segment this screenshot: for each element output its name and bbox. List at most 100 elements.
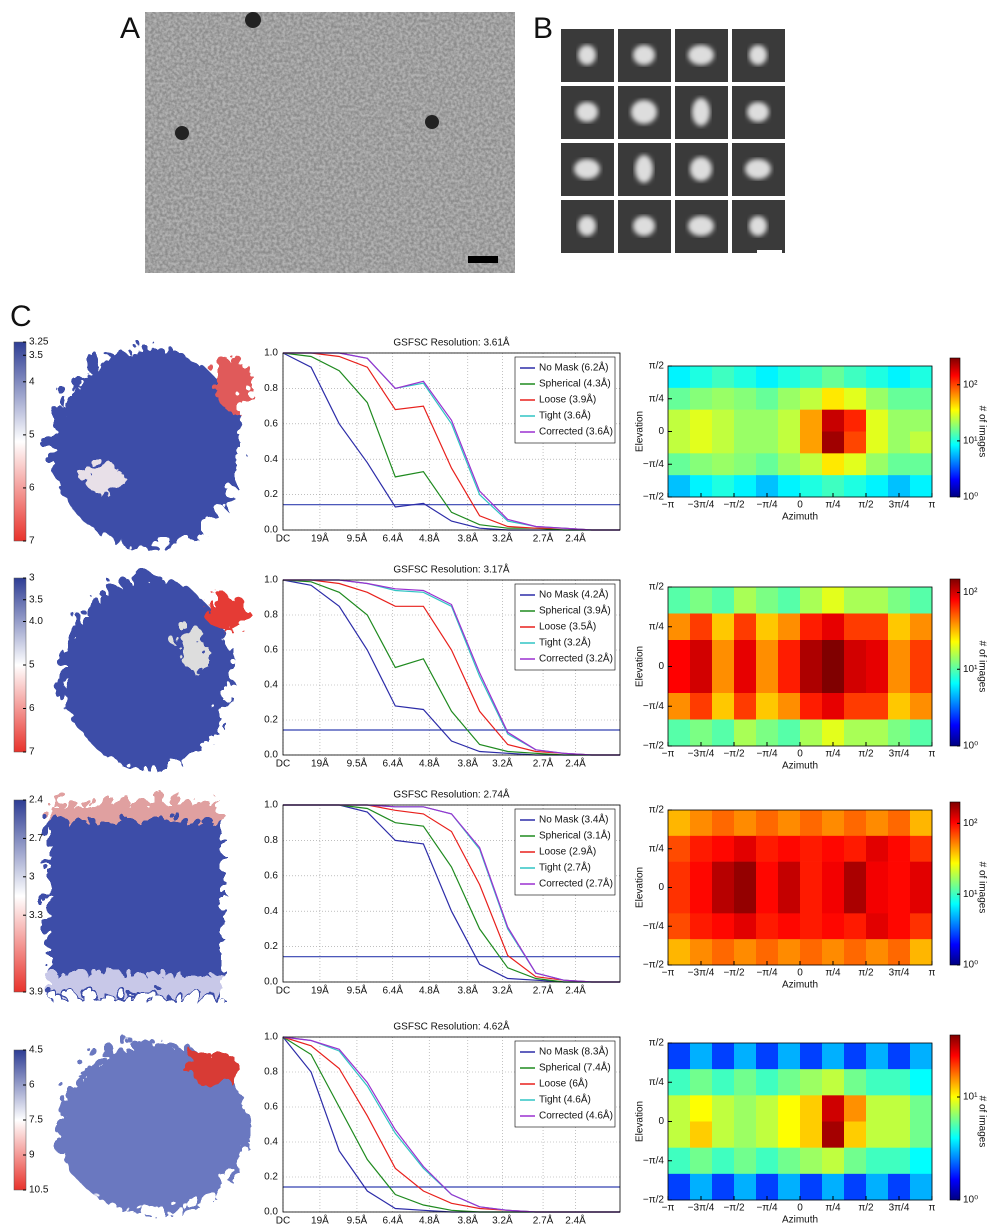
x-axis-label: Azimuth — [782, 980, 818, 991]
x-tick-label: 3.8Å — [457, 1214, 478, 1224]
y-tick-label: 0.0 — [264, 525, 278, 536]
heat-cell — [866, 1069, 889, 1096]
x-tick-label: 2.4Å — [565, 757, 586, 770]
y-tick-label: 0.2 — [264, 941, 278, 952]
colorbar-tick-label: 2.7 — [29, 833, 43, 844]
x-tick-label: 6.4Å — [382, 1214, 403, 1224]
particle — [635, 155, 653, 183]
heat-cell — [778, 640, 801, 667]
y-tick-label: 0.6 — [264, 1102, 278, 1113]
heat-cell — [778, 587, 801, 614]
x-tick-label: −3π/4 — [688, 749, 715, 760]
heat-cell — [668, 640, 691, 667]
heat-cell — [756, 1095, 779, 1122]
heat-cell — [800, 613, 823, 641]
heat-cell — [712, 387, 735, 410]
heat-cell — [910, 913, 933, 940]
y-tick-label: 0 — [658, 1116, 664, 1127]
x-tick-label: 3π/4 — [889, 1203, 910, 1214]
particle — [692, 98, 710, 126]
heat-cell — [778, 1173, 801, 1201]
heat-cell — [866, 613, 889, 641]
y-tick-label: −π/4 — [643, 921, 665, 932]
heat-cell — [800, 1173, 823, 1201]
heat-cell — [690, 1121, 713, 1148]
heat-cell — [668, 1147, 691, 1175]
heat-cell — [778, 1121, 801, 1148]
heat-cell — [734, 887, 757, 914]
heat-cell — [844, 453, 867, 476]
heat-cell — [888, 1173, 911, 1201]
heat-cell — [690, 366, 713, 389]
x-tick-label: −π — [662, 500, 675, 511]
heat-cell — [690, 810, 713, 837]
y-tick-label: −π/4 — [643, 701, 665, 712]
x-tick-label: −π/2 — [723, 968, 745, 979]
y-tick-label: 0.8 — [264, 1067, 278, 1078]
heat-cell — [888, 913, 911, 940]
x-tick-label: 9.5Å — [347, 532, 368, 545]
x-tick-label: −π/4 — [756, 500, 778, 511]
heat-cell — [822, 887, 845, 914]
particle — [690, 157, 712, 181]
heat-cell — [844, 475, 867, 498]
heat-cell — [844, 1043, 867, 1070]
heat-cell — [844, 861, 867, 888]
x-tick-label: 3.8Å — [457, 532, 478, 545]
colorbar-label: # of images — [976, 406, 987, 458]
x-tick-label: π/4 — [825, 1203, 841, 1214]
heat-cell — [800, 387, 823, 410]
y-tick-label: 0.8 — [264, 383, 278, 394]
heat-cell — [910, 613, 933, 641]
heat-cell — [756, 1043, 779, 1070]
heat-cell — [756, 913, 779, 940]
heat-cell — [910, 1095, 933, 1122]
heat-cell — [734, 913, 757, 940]
heat-cell — [778, 409, 801, 432]
heat-cell — [844, 587, 867, 614]
heat-cell — [734, 719, 757, 747]
heat-cell — [668, 1043, 691, 1070]
heat-cell — [756, 453, 779, 476]
heat-cell — [668, 1173, 691, 1201]
heat-cell — [844, 640, 867, 667]
heat-cell — [822, 613, 845, 641]
heat-cell — [690, 475, 713, 498]
heat-cell — [822, 861, 845, 888]
heat-cell — [690, 640, 713, 667]
heat-cell — [756, 810, 779, 837]
x-tick-label: 2.7Å — [533, 532, 554, 545]
heat-cell — [866, 666, 889, 694]
legend-label: Loose (2.9Å) — [539, 845, 596, 858]
heat-cell — [822, 409, 845, 432]
heat-cell — [844, 431, 867, 454]
heat-cell — [756, 475, 779, 498]
heat-cell — [690, 835, 713, 862]
heat-cell — [668, 719, 691, 747]
heat-cell — [800, 887, 823, 914]
y-axis-label: Elevation — [635, 411, 646, 452]
x-tick-label: π/2 — [858, 749, 874, 760]
colorbar — [949, 1034, 961, 1201]
particle — [578, 45, 596, 65]
heat-cell — [734, 613, 757, 641]
heat-cell — [800, 587, 823, 614]
x-tick-label: 2.7Å — [533, 1214, 554, 1224]
colorbar — [13, 799, 27, 993]
heat-cell — [712, 835, 735, 862]
heat-cell — [822, 1147, 845, 1175]
colorbar — [949, 357, 961, 498]
x-tick-label: 9.5Å — [347, 1214, 368, 1224]
x-tick-label: π/2 — [858, 968, 874, 979]
x-tick-label: 6.4Å — [382, 984, 403, 997]
plot-frame — [282, 579, 621, 756]
colorbar-tick-label: 10¹ — [963, 1092, 978, 1103]
heat-cell — [690, 887, 713, 914]
x-axis-label: Azimuth — [782, 512, 818, 523]
heat-cell — [888, 453, 911, 476]
colorbar-label: # of images — [976, 1096, 987, 1148]
heat-cell — [910, 861, 933, 888]
heat-cell — [778, 475, 801, 498]
heat-cell — [822, 1095, 845, 1122]
colorbar-tick-label: 3.5 — [29, 594, 43, 605]
